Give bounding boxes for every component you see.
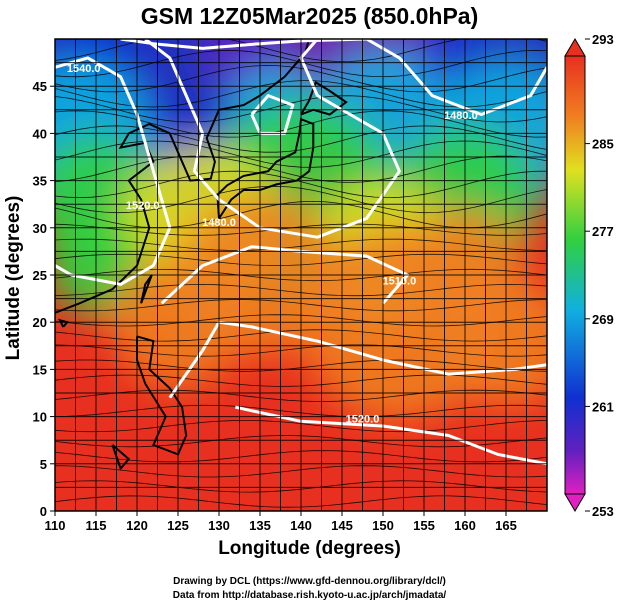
svg-text:125: 125 <box>167 518 189 533</box>
svg-text:261: 261 <box>592 399 614 414</box>
x-tick: 145 <box>331 511 353 533</box>
y-tick: 40 <box>33 126 55 141</box>
x-axis-label: Longitude (degrees) <box>218 538 401 559</box>
x-tick: 125 <box>167 511 189 533</box>
colorbar-tick: 253 <box>585 504 614 519</box>
colorbar-body <box>564 55 586 495</box>
svg-text:30: 30 <box>33 221 47 236</box>
x-tick: 115 <box>86 511 107 533</box>
svg-text:45: 45 <box>33 79 47 94</box>
svg-text:120: 120 <box>126 518 148 533</box>
y-tick: 25 <box>33 268 55 283</box>
svg-text:15: 15 <box>33 362 47 377</box>
svg-text:20: 20 <box>33 315 47 330</box>
x-tick: 165 <box>495 511 517 533</box>
y-tick: 15 <box>33 362 55 377</box>
colorbar-tick: 293 <box>585 32 614 47</box>
svg-text:40: 40 <box>33 126 47 141</box>
contour-label: 1480.0 <box>444 110 478 122</box>
contour-label: 1520.0 <box>126 200 160 212</box>
x-tick: 120 <box>126 511 148 533</box>
svg-text:110: 110 <box>45 518 66 533</box>
coastlines <box>55 39 348 511</box>
y-tick: 35 <box>33 174 55 189</box>
x-tick: 130 <box>208 511 230 533</box>
svg-text:269: 269 <box>592 312 614 327</box>
svg-text:25: 25 <box>33 268 47 283</box>
contour-label: 1520.0 <box>346 413 380 425</box>
svg-text:293: 293 <box>592 32 614 47</box>
contour-label: 1480.0 <box>202 217 236 229</box>
chart-title: GSM 12Z05Mar2025 (850.0hPa) <box>140 3 479 29</box>
svg-text:277: 277 <box>592 224 614 239</box>
svg-text:253: 253 <box>592 504 614 519</box>
credit-drawing: Drawing by DCL (https://www.gfd-dennou.o… <box>173 576 446 587</box>
x-tick: 155 <box>413 511 435 533</box>
svg-text:135: 135 <box>249 518 271 533</box>
y-tick: 10 <box>33 410 55 425</box>
svg-text:285: 285 <box>592 137 614 152</box>
colorbar-bottom-arrow <box>564 493 586 512</box>
svg-text:5: 5 <box>40 457 47 472</box>
colorbar-tick: 269 <box>585 312 614 327</box>
svg-text:145: 145 <box>331 518 353 533</box>
svg-text:10: 10 <box>33 410 47 425</box>
svg-text:130: 130 <box>208 518 230 533</box>
colorbar-tick: 277 <box>585 224 614 239</box>
x-tick: 140 <box>290 511 312 533</box>
contour-label: 1540.0 <box>67 63 101 75</box>
svg-text:115: 115 <box>86 518 107 533</box>
svg-text:150: 150 <box>372 518 394 533</box>
x-tick: 160 <box>454 511 476 533</box>
colorbar-top-arrow <box>564 38 586 57</box>
colorbar: 293 285 277 269 261 253 <box>564 32 614 519</box>
svg-text:155: 155 <box>413 518 435 533</box>
y-tick: 0 <box>40 504 55 519</box>
x-tick: 110 <box>45 511 66 533</box>
y-tick: 5 <box>40 457 55 472</box>
credit-data-source: Data from http://database.rish.kyoto-u.a… <box>172 590 447 601</box>
svg-text:0: 0 <box>40 504 47 519</box>
y-tick: 20 <box>33 315 55 330</box>
colorbar-tick: 261 <box>585 399 614 414</box>
grid-lines <box>55 39 547 511</box>
contour-labels: 1540.0 1480.0 1480.0 1520.0 1520.0 1510.0 <box>67 63 478 425</box>
svg-text:165: 165 <box>495 518 517 533</box>
x-tick: 150 <box>372 511 394 533</box>
y-tick: 45 <box>33 79 55 94</box>
svg-text:35: 35 <box>33 174 47 189</box>
y-axis-label: Latitude (degrees) <box>3 195 24 361</box>
y-tick: 30 <box>33 221 55 236</box>
svg-text:160: 160 <box>454 518 476 533</box>
x-tick: 135 <box>249 511 271 533</box>
svg-text:140: 140 <box>290 518 312 533</box>
colorbar-tick: 285 <box>585 137 614 152</box>
contour-label: 1510.0 <box>383 275 417 287</box>
